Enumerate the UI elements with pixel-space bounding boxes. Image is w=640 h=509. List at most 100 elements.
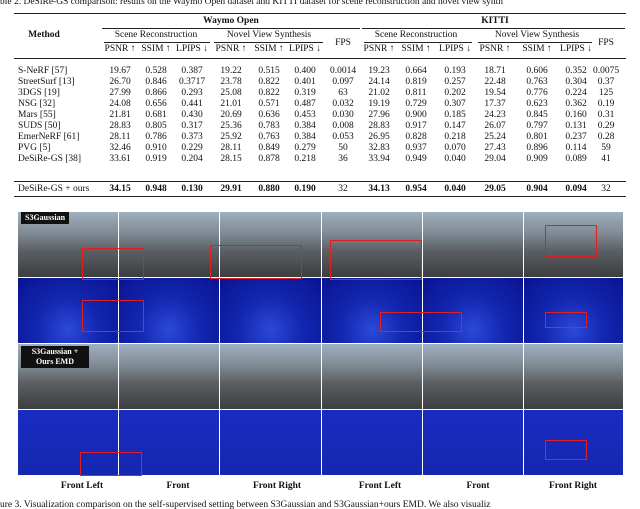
table-cell: 32.83 xyxy=(368,143,390,153)
table-cell: 0.822 xyxy=(258,77,280,87)
table-cell: 0.097 xyxy=(332,77,354,87)
metric-header: LPIPS ↓ xyxy=(289,44,321,54)
table-cell: 0.776 xyxy=(526,88,548,98)
render-image xyxy=(524,344,623,409)
table-cell: 0.880 xyxy=(258,184,280,194)
table-cell: 0.032 xyxy=(332,99,354,109)
method-name: NSG [32] xyxy=(18,99,56,109)
table-cell: 0.089 xyxy=(565,154,587,164)
table-cell: 0.202 xyxy=(444,88,466,98)
rule xyxy=(14,196,626,197)
table-cell: 0.636 xyxy=(258,110,280,120)
table-cell: 19.22 xyxy=(220,66,242,76)
table-cell: 19.67 xyxy=(109,66,131,76)
metric-header: PSNR ↑ xyxy=(215,44,247,54)
table-cell: 0.0014 xyxy=(329,66,357,76)
table-cell: 0.441 xyxy=(181,99,203,109)
error-map xyxy=(423,278,523,343)
table-cell: 0.896 xyxy=(526,143,548,153)
table-cell: 0.384 xyxy=(294,132,316,142)
table-cell: 19.19 xyxy=(368,99,390,109)
table-cell: 0.373 xyxy=(181,132,203,142)
render-image xyxy=(119,212,219,277)
view-label: Front Right xyxy=(252,481,302,491)
table-cell: 0.948 xyxy=(145,184,167,194)
table-cell: 32 xyxy=(601,184,611,194)
table-cell: 21.81 xyxy=(109,110,131,120)
highlight-box xyxy=(82,300,144,332)
table-cell: 0.919 xyxy=(145,154,167,164)
table-cell: 41 xyxy=(601,154,611,164)
table-cell: 0.384 xyxy=(294,121,316,131)
table-cell: 0.31 xyxy=(597,110,615,120)
method-name: StreetSurf [13] xyxy=(18,77,75,87)
error-map xyxy=(119,278,219,343)
render-image xyxy=(423,212,523,277)
table-cell: 24.23 xyxy=(484,110,506,120)
metric-header: SSIM ↑ xyxy=(141,44,171,54)
table-cell: 0.822 xyxy=(258,88,280,98)
table-cell: 0.763 xyxy=(258,132,280,142)
table-cell: 23.78 xyxy=(220,77,242,87)
error-map xyxy=(119,410,219,475)
table-cell: 0.515 xyxy=(258,66,280,76)
render-image xyxy=(119,344,219,409)
table-cell: 0.257 xyxy=(444,77,466,87)
group-header: Waymo Open xyxy=(203,16,259,26)
highlight-box xyxy=(80,452,142,476)
table-cell: 18.71 xyxy=(484,66,506,76)
table-cell: 21.02 xyxy=(368,88,390,98)
method-name: DeSiRe-GS [38] xyxy=(18,154,82,164)
table-cell: 0.900 xyxy=(405,110,427,120)
error-map xyxy=(220,410,321,475)
table-cell: 0.763 xyxy=(526,77,548,87)
table-cell: 36 xyxy=(338,154,348,164)
view-label: Front Left xyxy=(358,481,402,491)
method-name: PVG [5] xyxy=(18,143,51,153)
table-cell: 0.053 xyxy=(332,132,354,142)
table-cell: 0.37 xyxy=(597,77,615,87)
rule xyxy=(14,58,626,59)
table-cell: 0.114 xyxy=(565,143,587,153)
render-image xyxy=(423,344,523,409)
table-cell: 0.954 xyxy=(405,184,427,194)
method-name: DeSiRe-GS + ours xyxy=(18,184,90,194)
table-cell: 0.849 xyxy=(258,143,280,153)
render-image xyxy=(220,344,321,409)
metric-header: SSIM ↑ xyxy=(401,44,431,54)
table-cell: 0.237 xyxy=(565,132,587,142)
rule xyxy=(104,42,210,43)
metric-header: PSNR ↑ xyxy=(479,44,511,54)
table-cell: 0.786 xyxy=(145,132,167,142)
table-caption: ble 2. DeSiRe-GS comparison: results on … xyxy=(0,0,503,7)
metric-header: SSIM ↑ xyxy=(522,44,552,54)
table-cell: 0.845 xyxy=(526,110,548,120)
table-cell: 32.46 xyxy=(109,143,131,153)
metric-header: PSNR ↑ xyxy=(363,44,395,54)
table-cell: 27.99 xyxy=(109,88,131,98)
table-cell: 59 xyxy=(601,143,611,153)
table-cell: 26.70 xyxy=(109,77,131,87)
table-cell: 0.040 xyxy=(444,184,466,194)
table-cell: 34.15 xyxy=(109,184,131,194)
highlight-box xyxy=(545,225,597,257)
table-cell: 0.293 xyxy=(181,88,203,98)
table-cell: 0.130 xyxy=(181,184,203,194)
highlight-box xyxy=(330,240,422,280)
subgroup-header: Novel View Synthesis xyxy=(494,30,580,40)
table-cell: 0.430 xyxy=(181,110,203,120)
table-cell: 0.304 xyxy=(565,77,587,87)
table-cell: 0.28 xyxy=(597,132,615,142)
table-cell: 25.08 xyxy=(220,88,242,98)
table-cell: 0.797 xyxy=(526,121,548,131)
table-cell: 0.805 xyxy=(145,121,167,131)
table-cell: 34.13 xyxy=(368,184,390,194)
table-cell: 24.14 xyxy=(368,77,390,87)
error-map xyxy=(18,410,118,475)
error-map xyxy=(524,278,623,343)
rule xyxy=(102,28,360,29)
table-cell: 0.729 xyxy=(405,99,427,109)
render-image xyxy=(322,344,422,409)
table-cell: 0.909 xyxy=(526,154,548,164)
table-cell: 33.94 xyxy=(368,154,390,164)
